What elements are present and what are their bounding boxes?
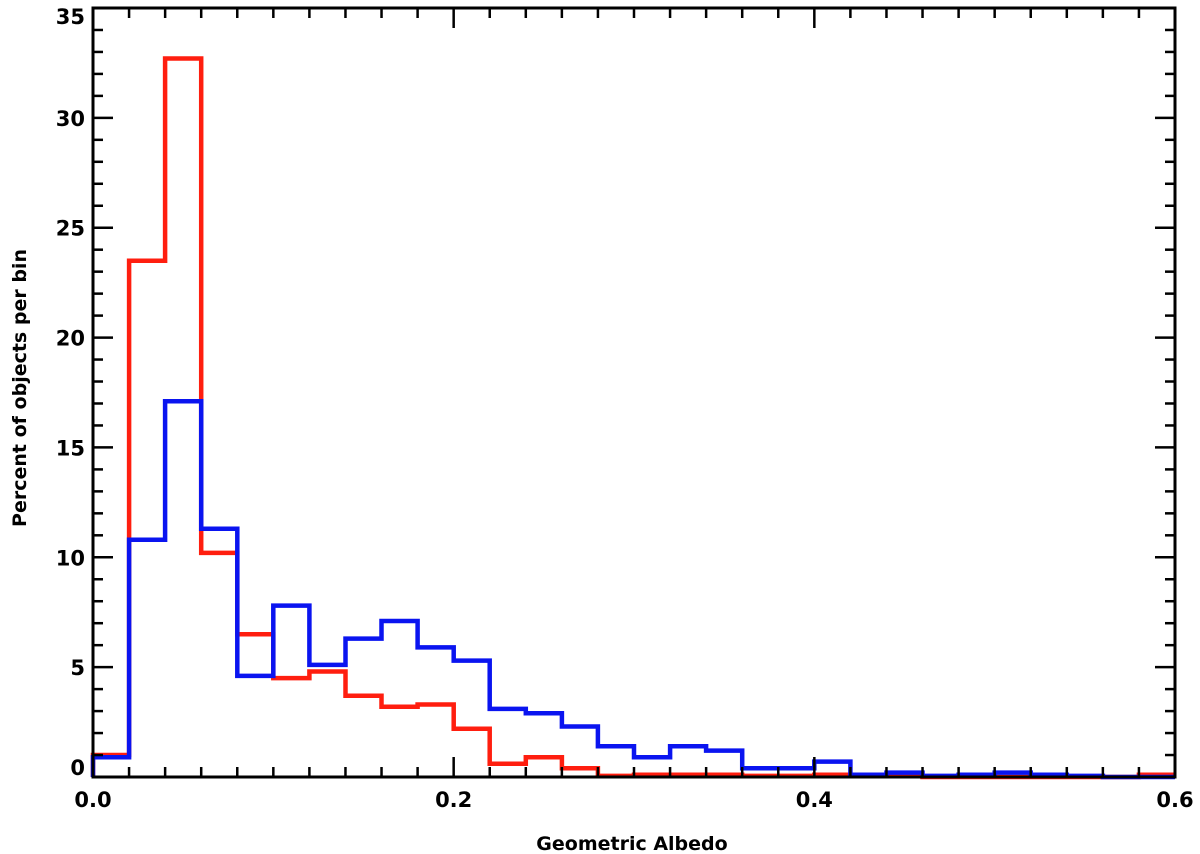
x-tick-label: 0.6 [1156, 788, 1193, 812]
y-tick-label: 0 [70, 756, 85, 780]
plot-frame [91, 6, 1177, 779]
y-tick-label: 10 [56, 546, 85, 570]
x-tick-label: 0.4 [796, 788, 833, 812]
histogram-series-1 [90, 56, 1175, 780]
y-tick-label: 35 [56, 5, 85, 29]
y-tick-label: 15 [56, 436, 85, 460]
y-axis-title: Percent of objects per bin [9, 249, 31, 527]
x-tick-label: 0.0 [74, 788, 111, 812]
axes-layer: 0.0 0.2 0.4 0.6 0 5 10 15 20 25 30 35 [56, 5, 1194, 812]
series-layer [90, 56, 1175, 780]
x-tick-label: 0.2 [435, 788, 472, 812]
y-tick-label: 25 [56, 217, 85, 241]
y-tick-label: 30 [56, 107, 85, 131]
y-tick-label: 5 [70, 656, 85, 680]
y-tick-label: 20 [56, 327, 85, 351]
histogram-series-2 [90, 399, 1175, 780]
x-axis-title: Geometric Albedo [536, 833, 727, 854]
labels-layer: Geometric Albedo Percent of objects per … [9, 249, 728, 854]
